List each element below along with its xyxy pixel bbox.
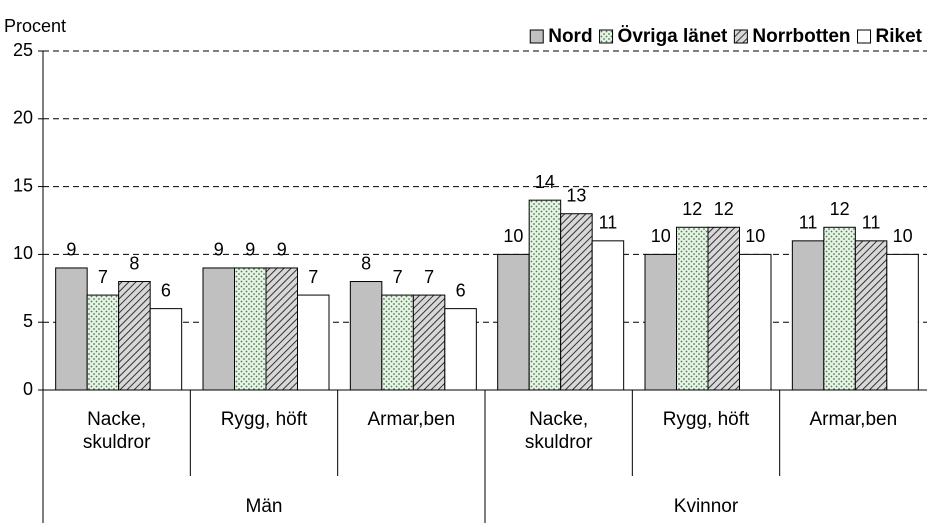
x-tick-label: Nacke, skuldror: [82, 409, 151, 453]
bar: [118, 281, 151, 391]
legend-swatch: [857, 29, 872, 44]
value-label: 9: [214, 240, 224, 260]
value-label: 6: [161, 280, 171, 300]
value-label: 11: [599, 213, 618, 233]
legend-label: Nord: [548, 26, 592, 47]
value-label: 9: [66, 240, 76, 260]
bar: [886, 253, 919, 391]
y-tick-label: 20: [13, 108, 33, 128]
group-label: Kvinnor: [674, 496, 739, 517]
bar: [497, 253, 530, 391]
legend-swatch: [733, 29, 748, 44]
value-label: 10: [503, 226, 523, 246]
legend-swatch: [529, 29, 544, 44]
bar: [86, 294, 120, 391]
y-tick-label: 0: [23, 379, 33, 399]
bar: [739, 253, 772, 391]
bar: [854, 240, 888, 391]
bar: [412, 294, 446, 391]
legend-swatch: [599, 29, 614, 44]
bar: [234, 267, 267, 391]
value-label: 8: [361, 253, 371, 273]
value-label: 10: [651, 226, 671, 246]
y-tick-label: 15: [13, 175, 33, 195]
x-tick-label: Rygg, höft: [220, 409, 308, 430]
value-label: 7: [308, 267, 318, 287]
value-label: 7: [424, 267, 434, 287]
value-label: 12: [830, 199, 850, 219]
bar: [528, 199, 562, 391]
legend-label: Övriga länet: [618, 26, 728, 47]
bar: [297, 294, 330, 391]
bar: [560, 213, 593, 391]
value-label: 8: [129, 253, 139, 273]
bar: [791, 240, 825, 391]
bar: [55, 267, 88, 391]
value-label: 9: [277, 240, 287, 260]
bar: [823, 226, 856, 391]
y-tick-label: 5: [23, 311, 33, 331]
legend-label: Riket: [876, 26, 923, 47]
bar: [676, 226, 709, 391]
value-label: 10: [893, 226, 913, 246]
legend-label: Norrbotten: [752, 26, 850, 47]
value-label: 6: [456, 280, 466, 300]
value-label: 14: [535, 172, 555, 192]
bar: [591, 240, 625, 391]
bar: [707, 226, 740, 391]
value-label: 12: [682, 199, 702, 219]
bar: [644, 253, 677, 391]
y-axis-label: Procent: [4, 16, 66, 36]
y-tick-label: 25: [13, 40, 33, 60]
group-label: Män: [246, 496, 283, 517]
x-tick-label: Armar,ben: [809, 409, 898, 430]
value-label: 13: [566, 185, 586, 205]
bar: [381, 294, 414, 391]
y-tick-label: 10: [13, 243, 33, 263]
value-label: 9: [245, 240, 255, 260]
value-label: 7: [393, 267, 403, 287]
bar: [149, 308, 183, 391]
x-tick-label: Armar,ben: [367, 409, 456, 430]
bar: [444, 308, 477, 391]
bar: [202, 267, 235, 391]
bar: [265, 267, 298, 391]
value-label: 11: [862, 213, 881, 233]
x-tick-label: Rygg, höft: [662, 409, 750, 430]
value-label: 12: [714, 199, 734, 219]
x-tick-label: Nacke, skuldror: [524, 409, 593, 453]
value-label: 7: [98, 267, 108, 287]
value-label: 11: [799, 213, 818, 233]
bar: [349, 281, 383, 391]
value-label: 10: [745, 226, 765, 246]
